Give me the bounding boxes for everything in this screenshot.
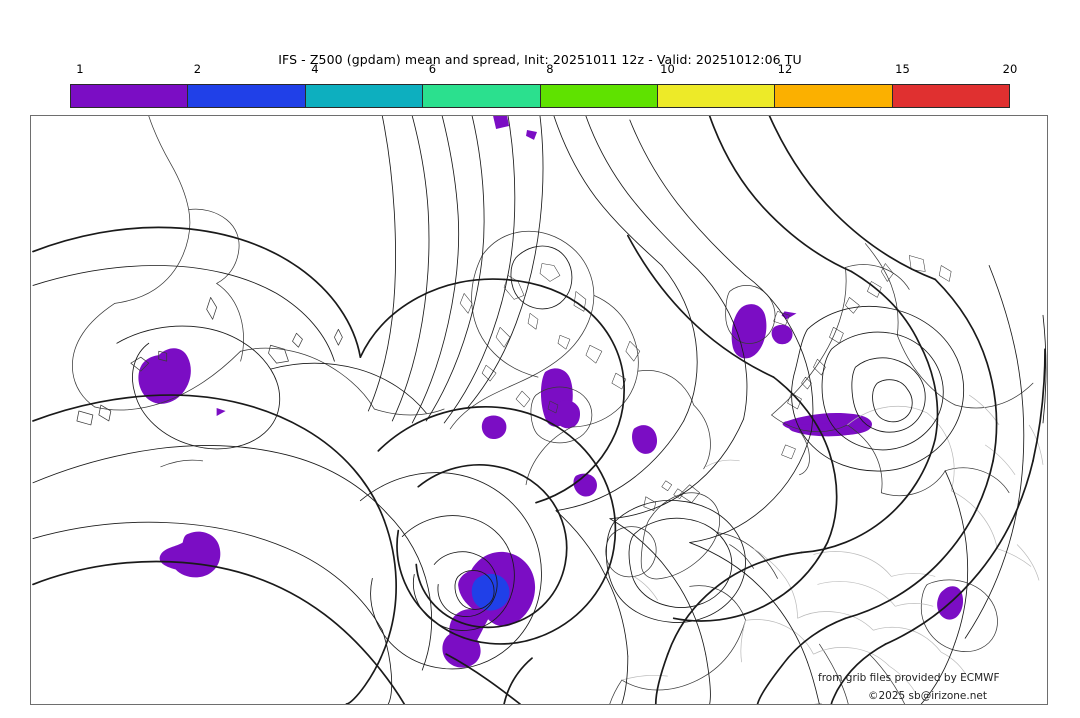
colorbar-band-12-15 xyxy=(775,85,893,107)
colorbar-band-15-20 xyxy=(892,85,1009,107)
spread-blob-canadian-arctic xyxy=(138,348,191,404)
colorbar-tick-2: 2 xyxy=(193,62,202,76)
z500-contour-map xyxy=(32,116,1047,704)
colorbar-band-8-10 xyxy=(540,85,658,107)
coastline-layer xyxy=(72,116,1034,704)
spread-blob-mid-atlantic xyxy=(159,531,221,578)
spread-colorbar xyxy=(70,84,1010,108)
spread-shading-layer xyxy=(138,116,964,668)
spread-fleck-greenland-n xyxy=(493,116,510,129)
spread-blob-iceland-east xyxy=(554,400,581,429)
spread-blob-svalbard xyxy=(731,304,767,359)
colorbar-tick-6: 6 xyxy=(428,62,437,76)
spread-blob-greenland-south xyxy=(481,415,507,439)
colorbar-tick-15: 15 xyxy=(895,62,910,76)
colorbar-tick-1: 1 xyxy=(76,62,84,76)
map-panel xyxy=(30,115,1048,705)
spread-blob-atlantic-small xyxy=(573,473,597,497)
colorbar-band-4-6 xyxy=(305,85,424,107)
spread-blob-svalbard-east xyxy=(771,324,793,345)
colorbar-tick-8: 8 xyxy=(546,62,554,76)
colorbar-tick-12: 12 xyxy=(777,62,793,76)
spread-blob-arctic-fleck xyxy=(216,408,226,416)
colorbar-tick-20: 20 xyxy=(1002,62,1018,76)
credit-copyright: ©2025 sb@irizone.net xyxy=(868,690,987,702)
colorbar-band-2-4 xyxy=(188,85,306,107)
spread-blob-faroe xyxy=(632,425,658,454)
colorbar-tick-labels: 1 2 4 6 8 10 12 15 20 xyxy=(70,62,1017,80)
country-border-layer xyxy=(621,394,1044,697)
spread-core-blue xyxy=(471,573,510,611)
colorbar-band-6-8 xyxy=(423,85,541,107)
z500-contour-layer xyxy=(32,116,1047,704)
colorbar-tick-10: 10 xyxy=(660,62,675,76)
spread-streak-denmark xyxy=(789,423,859,437)
colorbar-band-1-2 xyxy=(71,85,189,107)
colorbar-container: 1 2 4 6 8 10 12 15 20 xyxy=(70,62,1017,108)
credit-source: from grib files provided by ECMWF xyxy=(818,672,1000,684)
colorbar-tick-4: 4 xyxy=(311,62,319,76)
spread-fleck-greenland-n2 xyxy=(526,129,538,140)
colorbar-band-10-12 xyxy=(657,85,776,107)
page-title: IFS - Z500 (gpdam) mean and spread, Init… xyxy=(278,52,802,67)
